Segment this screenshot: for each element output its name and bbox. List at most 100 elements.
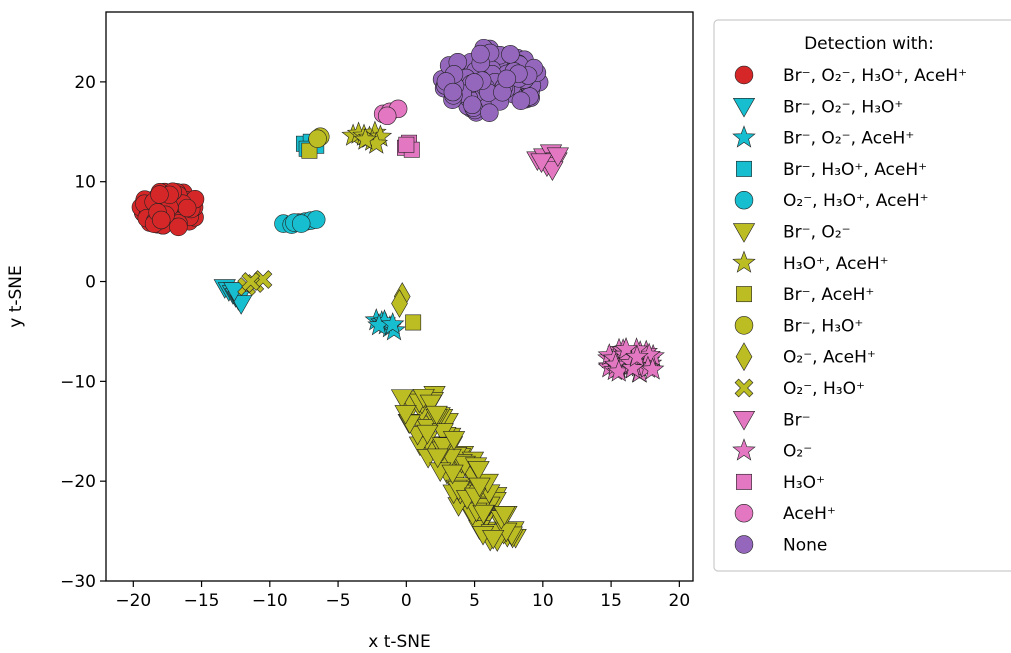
data-point	[480, 103, 499, 122]
x-tick-label: 0	[401, 591, 412, 611]
legend-marker	[734, 503, 754, 523]
legend-label: Br⁻, O₂⁻	[783, 223, 851, 243]
legend-item: H₃O⁺	[736, 473, 825, 493]
legend-item: Br⁻, O₂⁻	[732, 223, 851, 243]
y-tick-label: −30	[60, 572, 96, 592]
data-point	[467, 461, 490, 481]
data-point	[169, 217, 188, 237]
y-tick-label: 20	[74, 73, 96, 93]
y-tick-label: 0	[85, 273, 96, 293]
data-point	[405, 314, 422, 331]
x-axis-ticks: −20 −15 −10 −5 0 5 10 15 20	[115, 581, 690, 611]
data-point	[493, 506, 516, 526]
data-point	[442, 431, 466, 451]
x-tick-label: 15	[600, 591, 622, 611]
legend-title: Detection with:	[804, 34, 934, 54]
data-point	[308, 129, 327, 149]
legend-marker	[734, 535, 754, 554]
data-point	[625, 344, 649, 367]
legend-label: H₃O⁺, AceH⁺	[783, 254, 889, 274]
legend-marker	[736, 473, 752, 490]
y-tick-label: −20	[60, 472, 96, 492]
legend-item: O₂⁻, H₃O⁺	[734, 378, 865, 399]
legend-label: AceH⁺	[783, 504, 836, 524]
data-point	[471, 44, 490, 64]
legend-marker	[732, 438, 756, 461]
legend-marker	[732, 125, 756, 148]
series-0	[131, 182, 205, 237]
legend-item: Br⁻, O₂⁻, H₃O⁺	[732, 97, 903, 118]
data-point	[425, 405, 448, 426]
legend-label: Br⁻, O₂⁻, AceH⁺	[783, 129, 914, 149]
legend-marker	[736, 286, 752, 303]
legend: Detection with: Br⁻, O₂⁻, H₃O⁺, AceH⁺ Br⁻…	[713, 19, 1011, 572]
data-point	[614, 337, 638, 360]
x-tick-label: 10	[532, 591, 554, 611]
plot-marks	[131, 38, 665, 552]
legend-marker	[734, 378, 754, 398]
series-8	[308, 127, 330, 149]
legend-label: None	[783, 536, 827, 556]
legend-item: Br⁻, H₃O⁺	[734, 316, 863, 336]
legend-item: Br⁻	[732, 410, 811, 431]
y-tick-label: −10	[60, 372, 96, 392]
data-point	[377, 106, 397, 126]
legend-item: O₂⁻, H₃O⁺, AceH⁺	[734, 190, 929, 211]
legend-label: Br⁻, H₃O⁺	[783, 316, 863, 336]
data-point	[443, 82, 463, 102]
data-point	[465, 73, 484, 92]
legend-marker	[736, 160, 752, 177]
series-10	[237, 270, 273, 296]
legend-item: AceH⁺	[734, 503, 836, 524]
legend-label: O₂⁻, AceH⁺	[783, 348, 876, 368]
legend-label: Br⁻, H₃O⁺, AceH⁺	[783, 160, 927, 180]
data-point	[150, 185, 169, 204]
data-point	[394, 405, 417, 425]
legend-box	[713, 19, 1011, 572]
x-tick-label: −15	[184, 591, 220, 611]
legend-label: O₂⁻, H₃O⁺, AceH⁺	[783, 191, 929, 211]
series-11	[526, 144, 569, 181]
legend-marker	[735, 342, 753, 372]
legend-marker	[732, 411, 756, 431]
legend-label: O₂⁻	[783, 442, 812, 462]
legend-marker	[734, 316, 754, 335]
legend-item: Br⁻, O₂⁻, AceH⁺	[732, 125, 914, 149]
legend-marker	[732, 223, 756, 243]
data-point	[640, 357, 665, 380]
data-point	[380, 312, 405, 335]
series-5	[390, 386, 527, 552]
x-tick-label: 20	[669, 591, 691, 611]
legend-item: O₂⁻, AceH⁺	[735, 342, 876, 372]
legend-item: Br⁻, H₃O⁺, AceH⁺	[736, 160, 927, 180]
series-6	[341, 120, 393, 154]
x-tick-label: −20	[115, 591, 151, 611]
legend-marker	[732, 250, 756, 273]
data-point	[177, 198, 197, 218]
x-tick-label: 5	[469, 591, 480, 611]
x-tick-label: −5	[326, 591, 351, 611]
data-point	[501, 45, 520, 64]
legend-marker	[734, 65, 754, 85]
series-15	[432, 38, 549, 122]
y-axis-ticks: −30 −20 −10 0 10 20	[60, 73, 106, 592]
legend-item: H₃O⁺, AceH⁺	[732, 250, 889, 274]
legend-label: Br⁻, O₂⁻, H₃O⁺, AceH⁺	[783, 66, 967, 86]
legend-label: Br⁻, AceH⁺	[783, 285, 874, 305]
data-point	[426, 448, 449, 469]
series-2	[364, 308, 406, 341]
data-point	[390, 389, 414, 409]
legend-marker	[732, 98, 756, 118]
data-point	[482, 529, 505, 550]
data-point	[511, 91, 531, 110]
data-point	[353, 127, 378, 150]
legend-label: Br⁻, O₂⁻, H₃O⁺	[783, 97, 903, 117]
data-point	[391, 289, 408, 318]
data-point	[441, 464, 464, 485]
y-tick-label: 10	[74, 173, 96, 193]
data-point	[419, 394, 443, 415]
data-point	[431, 437, 455, 457]
data-point	[546, 147, 569, 167]
legend-item: Br⁻, O₂⁻, H₃O⁺, AceH⁺	[734, 65, 967, 86]
series-1	[213, 279, 253, 315]
